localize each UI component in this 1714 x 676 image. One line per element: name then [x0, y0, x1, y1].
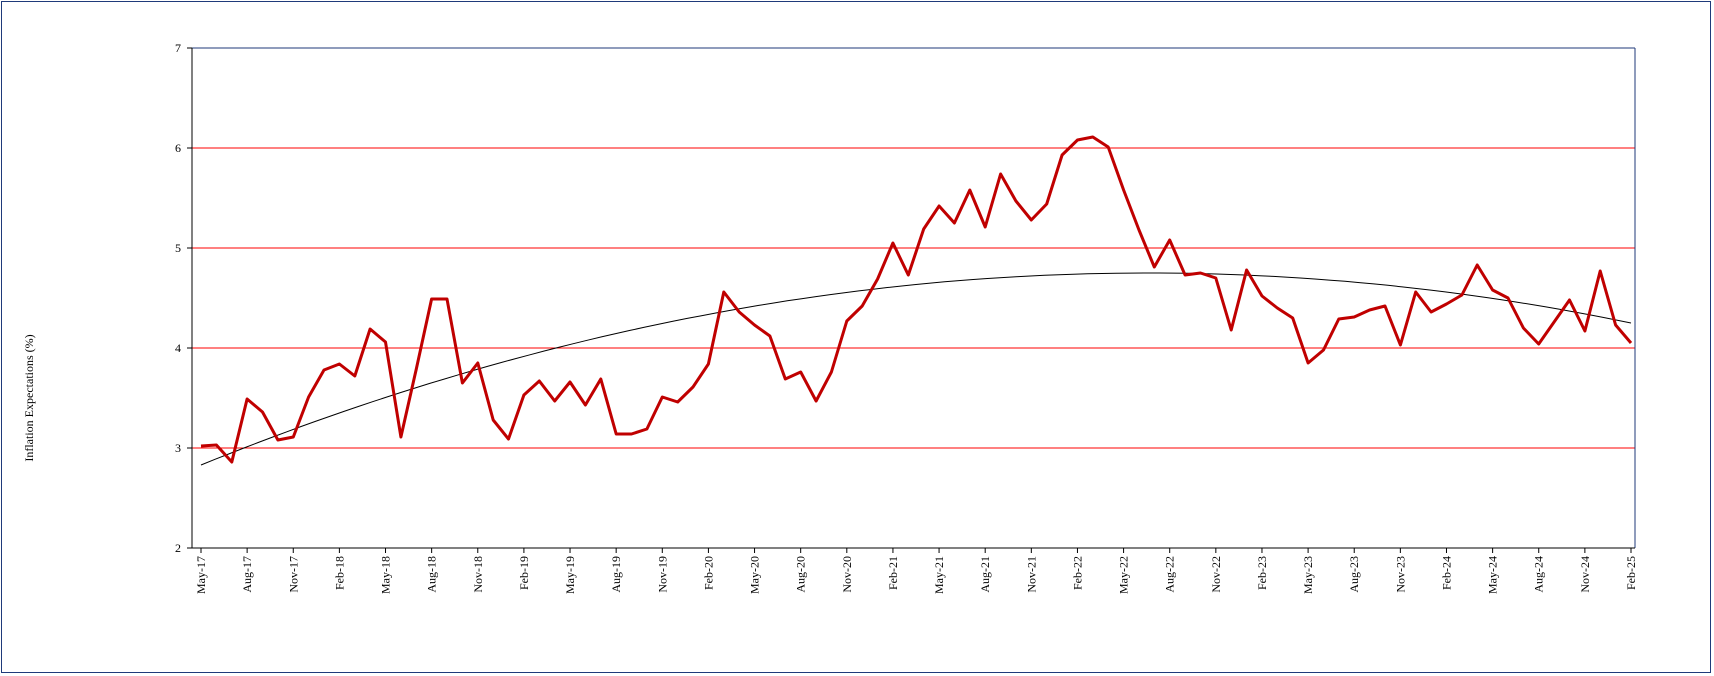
x-tick-label: Aug-18 — [425, 556, 439, 593]
x-tick-label: Aug-17 — [240, 556, 254, 593]
x-tick-label: Feb-19 — [517, 556, 531, 590]
y-tick-label: 7 — [175, 41, 181, 55]
x-tick-label: May-22 — [1117, 556, 1131, 594]
x-axis-ticks: May-17 Aug-17 Nov-17 Feb-18 May-18 Aug-18 Nov-… — [194, 548, 1638, 594]
x-tick-label: Nov-21 — [1024, 556, 1038, 593]
x-tick-label: Feb-22 — [1070, 556, 1084, 590]
x-tick-label: Aug-24 — [1532, 556, 1546, 593]
x-tick-label: Nov-18 — [471, 556, 485, 593]
x-tick-label: May-20 — [748, 556, 762, 594]
x-tick-label: Aug-19 — [609, 556, 623, 593]
x-tick-label: Aug-23 — [1347, 556, 1361, 593]
x-tick-label: Aug-22 — [1163, 556, 1177, 593]
x-tick-label: Feb-18 — [332, 556, 346, 590]
y-tick-label: 3 — [175, 441, 181, 455]
y-tick-label: 2 — [175, 541, 181, 555]
y-axis-ticks: 2 3 4 5 6 7 — [175, 41, 192, 555]
trend-line — [200, 272, 1632, 466]
y-tick-label: 5 — [175, 241, 181, 255]
x-tick-label: Feb-23 — [1255, 556, 1269, 590]
x-tick-label: May-21 — [932, 556, 946, 594]
gridlines — [192, 147, 1635, 449]
x-tick-label: Feb-24 — [1439, 556, 1453, 590]
x-tick-label: Nov-22 — [1209, 556, 1223, 593]
x-tick-label: Nov-19 — [655, 556, 669, 593]
y-axis-title: Inflation Expectations (%) — [22, 334, 36, 461]
x-tick-label: Feb-20 — [701, 556, 715, 590]
x-tick-label: Aug-21 — [978, 556, 992, 593]
x-tick-label: May-17 — [194, 556, 208, 594]
x-tick-label: May-19 — [563, 556, 577, 594]
y-tick-label: 4 — [175, 341, 181, 355]
x-tick-label: Feb-21 — [886, 556, 900, 590]
x-tick-label: May-23 — [1301, 556, 1315, 594]
inflation-expectations-line — [200, 135, 1633, 464]
x-tick-label: Nov-17 — [286, 556, 300, 593]
x-tick-label: May-24 — [1486, 556, 1500, 594]
x-tick-label: Nov-23 — [1393, 556, 1407, 593]
x-tick-label: Nov-20 — [840, 556, 854, 593]
x-tick-label: Nov-24 — [1578, 556, 1592, 593]
y-tick-label: 6 — [175, 141, 181, 155]
x-tick-label: Aug-20 — [794, 556, 808, 593]
x-tick-label: May-18 — [379, 556, 393, 594]
x-tick-label: Feb-25 — [1624, 556, 1638, 590]
